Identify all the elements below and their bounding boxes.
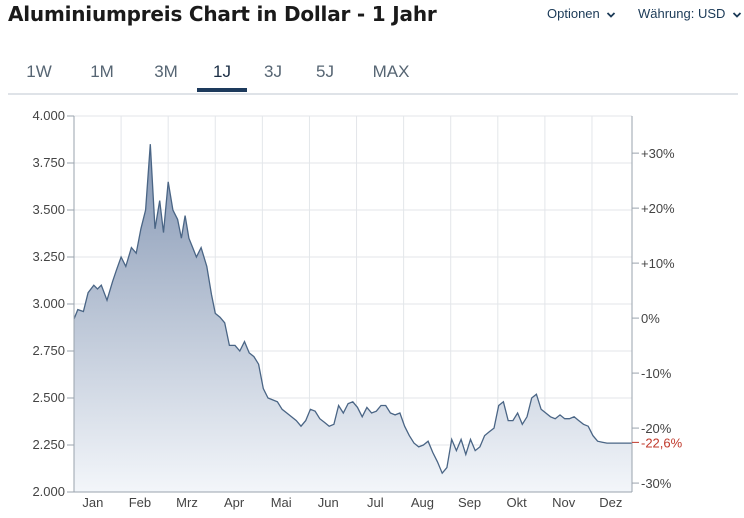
y-tick-label: 3.500 bbox=[32, 202, 65, 217]
timeframe-tabs: 1W 1M 3M 1J 3J 5J MAX bbox=[8, 56, 738, 96]
y-tick-label: 4.000 bbox=[32, 108, 65, 123]
x-tick-label: Nov bbox=[552, 495, 576, 510]
tab-1j[interactable]: 1J bbox=[197, 56, 247, 92]
y-tick-label: 3.750 bbox=[32, 155, 65, 170]
x-tick-label: Mai bbox=[271, 495, 292, 510]
y-tick-label: 3.000 bbox=[32, 296, 65, 311]
tabs-divider bbox=[8, 93, 738, 95]
currency-dropdown[interactable]: Währung: USD bbox=[638, 6, 742, 21]
x-tick-label: Feb bbox=[129, 495, 151, 510]
tab-max[interactable]: MAX bbox=[372, 62, 410, 81]
options-label: Optionen bbox=[547, 6, 600, 21]
pct-tick-label: +20% bbox=[641, 201, 675, 216]
current-pct-label: -22,6% bbox=[641, 435, 683, 450]
pct-tick-label: -10% bbox=[641, 366, 672, 381]
pct-tick-label: +30% bbox=[641, 146, 675, 161]
pct-tick-label: -20% bbox=[641, 421, 672, 436]
price-area bbox=[74, 144, 632, 492]
x-tick-label: Jun bbox=[318, 495, 339, 510]
currency-label: Währung: USD bbox=[638, 6, 726, 21]
tab-1w[interactable]: 1W bbox=[26, 62, 52, 81]
chevron-down-icon bbox=[607, 11, 616, 18]
x-tick-label: Jan bbox=[82, 495, 103, 510]
y-tick-label: 2.250 bbox=[32, 437, 65, 452]
pct-tick-label: -30% bbox=[641, 476, 672, 491]
chevron-down-icon bbox=[732, 11, 742, 18]
tab-3j[interactable]: 3J bbox=[264, 62, 282, 81]
tab-5j[interactable]: 5J bbox=[316, 62, 334, 81]
options-dropdown[interactable]: Optionen bbox=[547, 6, 616, 21]
pct-tick-label: +10% bbox=[641, 256, 675, 271]
x-tick-label: Sep bbox=[458, 495, 481, 510]
x-tick-label: Mrz bbox=[176, 495, 198, 510]
tab-1m[interactable]: 1M bbox=[90, 62, 114, 81]
x-tick-label: Apr bbox=[224, 495, 245, 510]
header: Aluminiumpreis Chart in Dollar - 1 Jahr … bbox=[0, 0, 744, 30]
y-tick-label: 3.250 bbox=[32, 249, 65, 264]
y-tick-label: 2.000 bbox=[32, 484, 65, 499]
x-tick-label: Aug bbox=[411, 495, 434, 510]
x-tick-label: Dez bbox=[599, 495, 622, 510]
y-tick-label: 2.750 bbox=[32, 343, 65, 358]
pct-tick-label: 0% bbox=[641, 311, 660, 326]
page-title: Aluminiumpreis Chart in Dollar - 1 Jahr bbox=[8, 2, 437, 26]
y-tick-label: 2.500 bbox=[32, 390, 65, 405]
price-chart: 4.000 3.750 3.500 3.250 3.000 2.750 2.500 2.250… bbox=[32, 108, 683, 510]
tab-3m[interactable]: 3M bbox=[154, 62, 178, 81]
price-line bbox=[73, 144, 632, 475]
x-tick-label: Okt bbox=[507, 495, 528, 510]
x-tick-label: Jul bbox=[367, 495, 384, 510]
